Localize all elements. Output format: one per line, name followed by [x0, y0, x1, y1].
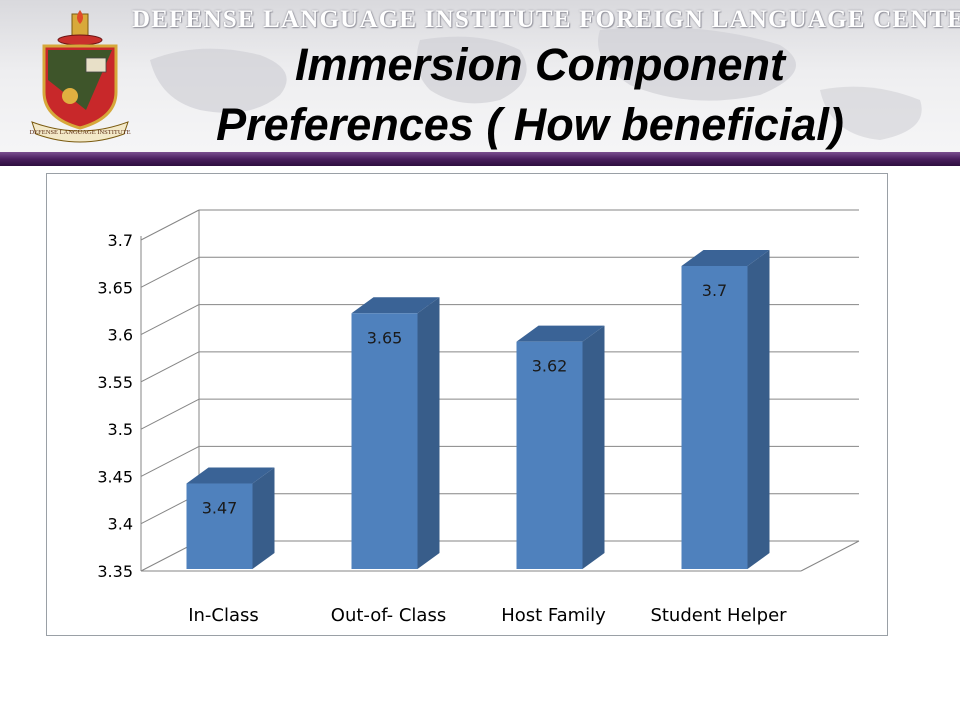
bar-front	[516, 341, 583, 569]
gridline-diagonal	[140, 398, 200, 430]
bar-4: 3.7	[681, 250, 770, 569]
gridline-diagonal	[140, 445, 200, 477]
bar-top	[681, 250, 770, 266]
slide-title-line-1: Immersion Component	[294, 39, 786, 90]
x-axis: In-Class Out-of- Class Host Family Student …	[188, 605, 787, 626]
world-map-background	[150, 27, 922, 140]
crest-motto: DEFENSE LANGUAGE INSTITUTE	[29, 129, 130, 136]
x-tick-label: Out-of- Class	[331, 605, 446, 626]
gridline-diagonal	[140, 351, 200, 383]
bar-top	[186, 467, 275, 484]
bar-1: 3.47	[186, 467, 275, 569]
gridline-diagonal	[140, 256, 200, 288]
y-tick-label: 3.45	[97, 467, 133, 486]
bar-front	[351, 313, 418, 569]
y-axis: 3.35 3.4 3.45 3.5 3.55 3.6 3.65 3.7	[97, 231, 142, 581]
bar-front	[186, 483, 253, 569]
organization-name: DEFENSE LANGUAGE INSTITUTE FOREIGN LANGU…	[132, 6, 960, 33]
gridline-diagonal	[140, 209, 200, 241]
y-tick-label: 3.65	[97, 278, 133, 297]
x-tick-label: In-Class	[188, 605, 259, 626]
x-tick-label: Host Family	[501, 605, 606, 626]
gridline-diagonal	[140, 304, 200, 336]
data-label: 3.47	[202, 499, 238, 518]
bar-side	[252, 467, 275, 569]
bar-side	[747, 250, 770, 569]
chart-area: 3.35 3.4 3.45 3.5 3.55 3.6 3.65 3.7 3.47 3.65 3.6…	[46, 173, 888, 636]
bar-top	[516, 325, 605, 342]
bar-side	[582, 325, 605, 569]
slide-title-line-2: Preferences ( How beneficial)	[216, 99, 844, 150]
bar-top	[351, 297, 440, 314]
floor-right-edge	[800, 540, 860, 572]
header-divider-band	[0, 152, 960, 166]
data-label: 3.62	[532, 357, 568, 376]
y-tick-label: 3.5	[108, 420, 133, 439]
bar-front	[681, 266, 748, 569]
x-tick-label: Student Helper	[650, 605, 787, 626]
y-tick-label: 3.6	[108, 326, 133, 345]
bar-3: 3.62	[516, 325, 605, 569]
bar-side	[417, 297, 440, 569]
y-tick-label: 3.4	[108, 515, 133, 534]
data-label: 3.65	[367, 328, 403, 347]
bar-2: 3.65	[351, 297, 440, 569]
y-tick-label: 3.55	[97, 373, 133, 392]
dli-crest-logo: DEFENSE LANGUAGE INSTITUTE	[29, 10, 131, 143]
y-tick-label: 3.35	[97, 562, 133, 581]
y-tick-label: 3.7	[108, 231, 133, 250]
bars: 3.47 3.65 3.62 3.7	[186, 250, 770, 569]
slide-header: DEFENSE LANGUAGE INSTITUTE FOREIGN LANGU…	[0, 0, 960, 160]
bar-chart: 3.35 3.4 3.45 3.5 3.55 3.6 3.65 3.7 3.47 3.65 3.6…	[97, 209, 860, 626]
data-label: 3.7	[702, 281, 727, 300]
